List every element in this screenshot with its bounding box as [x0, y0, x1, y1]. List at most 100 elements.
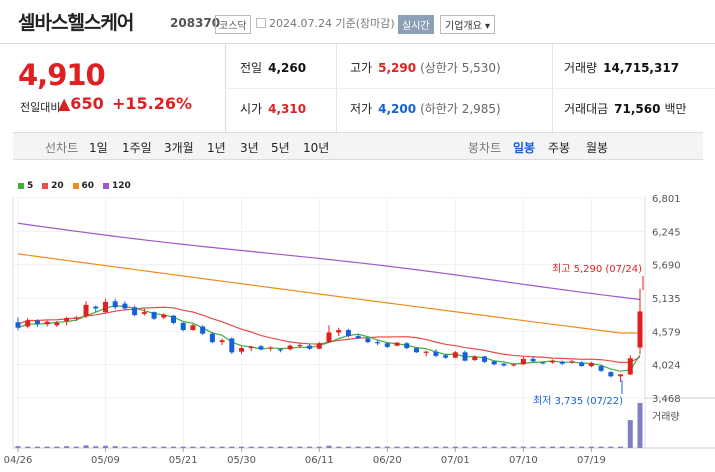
candle-body [112, 301, 118, 308]
candle-body [637, 311, 643, 348]
volume-bar [355, 446, 361, 448]
realtime-button[interactable]: 실시간 [398, 15, 434, 34]
ma120-line [17, 222, 641, 301]
volume-bar [433, 446, 439, 448]
volume-bar [287, 446, 293, 448]
x-tick-label: 06/11 [305, 455, 334, 466]
candle-chart-label: 봉차트 [468, 141, 502, 155]
volume-bar [102, 445, 108, 448]
stat-unit: 백만 [664, 102, 687, 116]
legend-ma120: 120 [102, 181, 131, 191]
volume-bar [73, 446, 79, 448]
candle-body [511, 364, 517, 366]
candle-monthly[interactable]: 월봉 [586, 141, 609, 155]
candle-body [307, 345, 313, 349]
volume-bar [452, 446, 458, 448]
ma-legend: 5 20 60 120 [18, 181, 137, 191]
legend-ma5: 5 [18, 181, 33, 191]
company-overview-button[interactable]: 기업개요 ▾ [440, 15, 495, 34]
x-tick-label: 07/19 [577, 455, 606, 466]
volume-bar [637, 403, 643, 448]
x-tick-label: 05/09 [91, 455, 120, 466]
candle-body [73, 317, 79, 319]
volume-bar [482, 446, 487, 448]
stat-value: 14,715,317 [603, 61, 680, 75]
calendar-icon [256, 18, 266, 28]
period-10y[interactable]: 10년 [303, 141, 330, 155]
candle-body [64, 318, 70, 322]
stat-value: 71,560 [614, 102, 661, 116]
period-3y[interactable]: 3년 [240, 141, 259, 155]
price-chart[interactable]: 6,801 6,245 5,690 5,135 4,579 4,024 3,468 04/26… [0, 190, 715, 472]
volume-bar [579, 446, 585, 448]
candle-body [239, 348, 245, 352]
candle-body [627, 358, 633, 375]
volume-bar [209, 446, 215, 448]
candle-body [355, 336, 361, 339]
candle-body [491, 361, 497, 365]
candle-weekly[interactable]: 주봉 [548, 141, 571, 155]
volume-bar [171, 446, 176, 448]
volume-bar [316, 446, 322, 448]
volume-bar [15, 446, 21, 448]
period-1d[interactable]: 1일 [89, 141, 108, 155]
volume-bar [501, 446, 507, 448]
candle-body [248, 346, 254, 349]
volume-bar [569, 446, 575, 448]
volume-bar [365, 446, 371, 448]
stat-label: 거래대금 [564, 102, 609, 116]
candle-body [404, 343, 410, 349]
legend-ma20: 20 [42, 181, 64, 191]
period-bar: 선차트 1일 1주일 3개월 1년 3년 5년 10년 봉차트 일봉 주봉 월봉 [13, 132, 703, 160]
candle-body [384, 343, 390, 347]
candle-body [365, 338, 371, 343]
volume-bar [200, 446, 206, 448]
period-1y[interactable]: 1년 [207, 141, 226, 155]
base-date-text: 2024.07.24 기준(장마감) [269, 17, 395, 30]
candle-body [297, 345, 303, 347]
ma60-line [17, 253, 641, 334]
candle-daily[interactable]: 일봉 [513, 141, 536, 155]
candle-body [180, 322, 186, 331]
price-change: ▲650 [58, 94, 104, 113]
stat-label: 저가 [350, 102, 373, 116]
stock-code: 208370 [170, 16, 221, 30]
stat-sub-label: (하한가 [420, 102, 458, 116]
period-5y[interactable]: 5년 [271, 141, 290, 155]
volume-bar [83, 445, 89, 448]
current-price: 4,910 [18, 58, 106, 92]
high-annotation: 최고 5,290 (07/24) [552, 263, 642, 275]
volume-bar [258, 446, 264, 448]
volume-bar [550, 446, 556, 448]
candle-body [394, 342, 400, 346]
candle-body [375, 342, 381, 344]
volume-bar [345, 446, 351, 448]
volume-bar [25, 446, 31, 448]
stat-sub-value: 5,530) [461, 61, 501, 75]
volume-bar [588, 446, 594, 448]
candle-body [132, 307, 138, 316]
volume-bar [132, 446, 138, 448]
candle-body [316, 343, 322, 349]
candle-body [15, 322, 21, 328]
candle-body [93, 306, 99, 309]
volume-bar [277, 446, 283, 448]
period-1w[interactable]: 1주일 [122, 141, 152, 155]
x-tick-label: 04/26 [4, 455, 33, 466]
candle-body [598, 366, 604, 371]
period-3m[interactable]: 3개월 [164, 141, 194, 155]
candle-body [433, 351, 439, 356]
candle-body [345, 330, 351, 337]
stat-value: 4,310 [268, 102, 307, 116]
x-tick-label: 07/01 [441, 455, 470, 466]
stock-header: 셀바스헬스케어 208370 코스닥 2024.07.24 기준(장마감) 실시… [0, 0, 715, 44]
volume-label: 거래량 [652, 411, 680, 423]
stat-value: 5,290 [378, 61, 417, 75]
volume-bar [64, 446, 70, 448]
candle-body [443, 355, 449, 358]
candle-body [287, 345, 293, 350]
candle-body [336, 330, 342, 333]
volume-bar [151, 446, 157, 448]
y-tick-label: 4,024 [652, 361, 681, 372]
candle-body [501, 363, 507, 366]
